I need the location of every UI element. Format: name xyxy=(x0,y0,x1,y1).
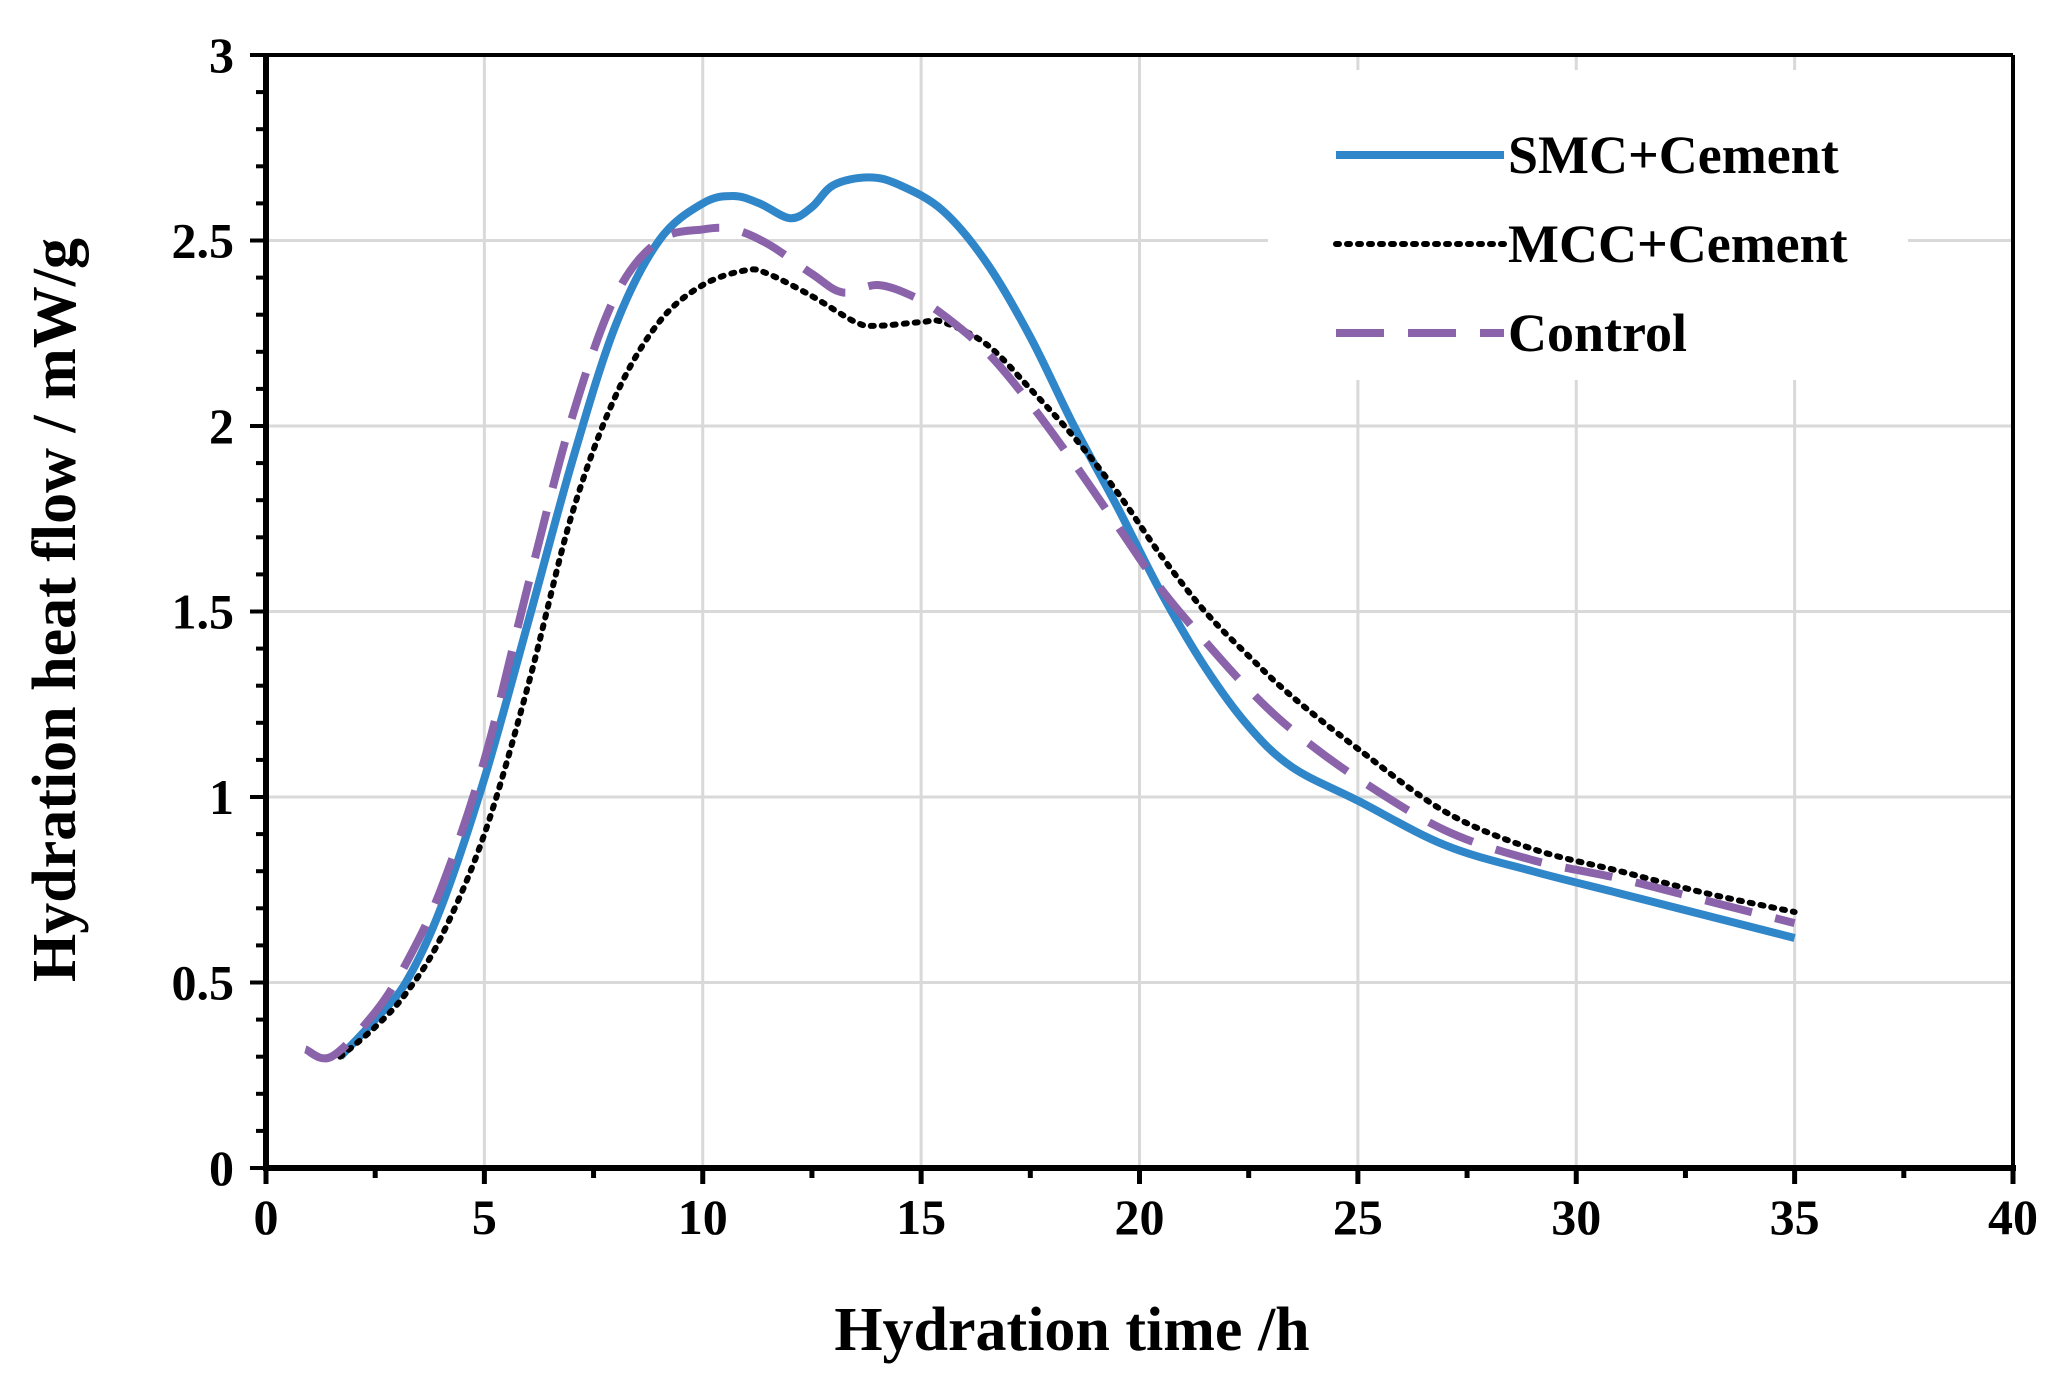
x-tick-label: 0 xyxy=(254,1189,279,1245)
series-line-smc-cement xyxy=(337,173,1796,1060)
legend: SMC+Cement MCC+Cement Control xyxy=(1268,70,1908,380)
series-line-control xyxy=(303,223,1796,1063)
x-tick-label: 30 xyxy=(1551,1189,1601,1245)
y-tick-label: 2.5 xyxy=(172,213,235,269)
x-axis-title: Hydration time /h xyxy=(834,1296,1309,1364)
legend-label-mcc-cement: MCC+Cement xyxy=(1508,214,1848,274)
y-axis-title: Hydration heat flow / mW/g xyxy=(21,238,89,982)
axes xyxy=(250,53,2016,1184)
y-tick-label: 2 xyxy=(209,398,234,454)
x-tick-label: 15 xyxy=(896,1189,946,1245)
legend-label-smc-cement: SMC+Cement xyxy=(1508,125,1839,185)
legend-label-control: Control xyxy=(1508,303,1687,363)
series-lines xyxy=(303,173,1798,1063)
y-tick-label: 0 xyxy=(209,1140,234,1196)
grid-lines xyxy=(266,55,2013,1168)
x-tick-label: 20 xyxy=(1115,1189,1165,1245)
legend-background xyxy=(1268,70,1908,380)
x-tick-label: 10 xyxy=(678,1189,728,1245)
series-line-mcc-cement xyxy=(337,266,1798,1060)
x-tick-label: 5 xyxy=(472,1189,497,1245)
x-tick-label: 40 xyxy=(1988,1189,2038,1245)
y-tick-label: 3 xyxy=(209,27,234,83)
y-tick-label: 1 xyxy=(209,769,234,825)
x-tick-label: 25 xyxy=(1333,1189,1383,1245)
y-tick-label: 0.5 xyxy=(172,955,235,1011)
y-tick-label: 1.5 xyxy=(172,584,235,640)
tick-labels: 0 5 10 15 20 25 30 35 40 0 0.5 1 1.5 2 2.5 3 xyxy=(172,27,2039,1245)
x-tick-label: 35 xyxy=(1770,1189,1820,1245)
